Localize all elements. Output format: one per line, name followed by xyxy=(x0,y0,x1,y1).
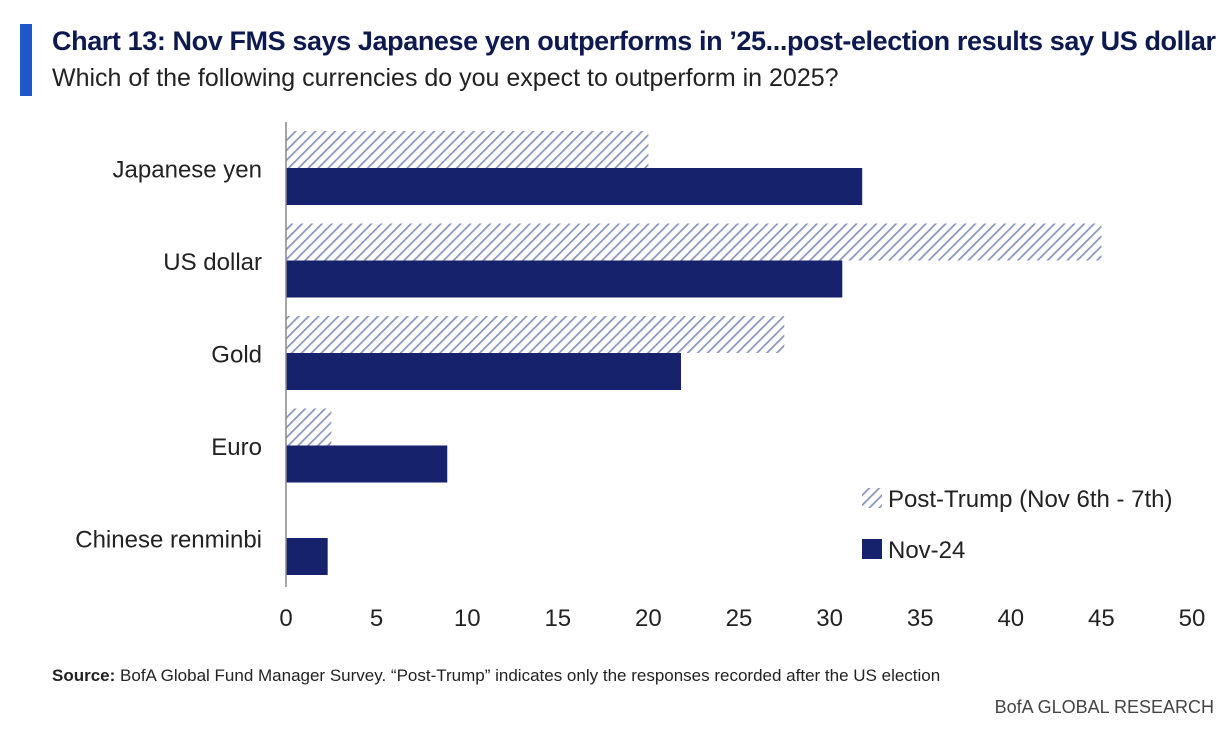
legend-label-nov-24: Nov-24 xyxy=(888,537,965,564)
x-tick-label-45: 45 xyxy=(1088,605,1115,632)
bar-gold-post-trump xyxy=(286,316,785,353)
x-tick-label-5: 5 xyxy=(370,605,383,632)
bar-us-dollar-post-trump xyxy=(286,223,1102,261)
category-label-us-dollar: US dollar xyxy=(163,249,262,276)
category-label-euro: Euro xyxy=(211,434,262,461)
x-tick-label-40: 40 xyxy=(997,605,1024,632)
brand-label: BofA GLOBAL RESEARCH xyxy=(994,697,1214,717)
title-accent-bar xyxy=(20,24,32,96)
bar-euro-post-trump xyxy=(286,408,332,446)
source-label: Source: xyxy=(52,666,116,685)
category-label-gold: Gold xyxy=(211,341,262,368)
chart-title: Chart 13: Nov FMS says Japanese yen outp… xyxy=(52,26,1216,56)
x-tick-label-20: 20 xyxy=(635,605,662,632)
x-tick-label-0: 0 xyxy=(279,605,292,632)
source-note: Source: BofA Global Fund Manager Survey.… xyxy=(52,666,940,686)
category-label-japanese-yen: Japanese yen xyxy=(113,156,262,183)
bar-japanese-yen-nov-24 xyxy=(286,168,863,205)
bar-gold-nov-24 xyxy=(286,353,682,390)
source-text: BofA Global Fund Manager Survey. “Post-T… xyxy=(115,666,941,685)
bar-japanese-yen-post-trump xyxy=(286,131,649,168)
legend-swatch-post-trump xyxy=(862,488,882,508)
category-label-chinese-renminbi: Chinese renminbi xyxy=(75,526,262,553)
x-tick-label-10: 10 xyxy=(454,605,481,632)
x-tick-label-25: 25 xyxy=(726,605,753,632)
x-tick-label-50: 50 xyxy=(1179,605,1206,632)
bar-chinese-renminbi-nov-24 xyxy=(286,538,328,575)
legend-swatch-nov-24 xyxy=(862,539,882,559)
bar-euro-nov-24 xyxy=(286,445,448,483)
bar-us-dollar-nov-24 xyxy=(286,260,843,298)
chart-subtitle: Which of the following currencies do you… xyxy=(52,64,839,92)
x-tick-label-35: 35 xyxy=(907,605,934,632)
x-tick-label-30: 30 xyxy=(816,605,843,632)
legend-label-post-trump: Post-Trump (Nov 6th - 7th) xyxy=(888,486,1173,513)
x-tick-label-15: 15 xyxy=(544,605,571,632)
